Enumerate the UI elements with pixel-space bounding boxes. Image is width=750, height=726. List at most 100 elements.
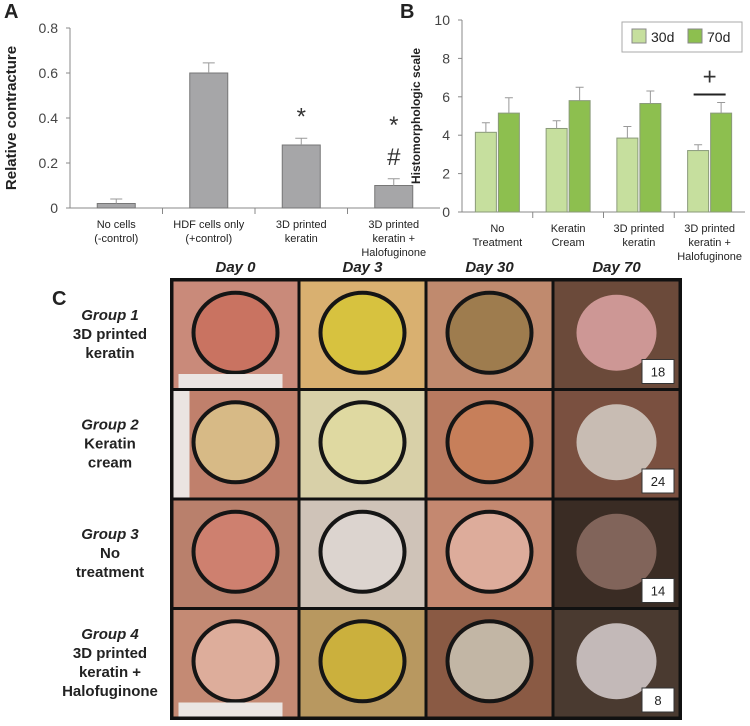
row-label: Keratin cream	[84, 435, 136, 471]
legend-swatch	[631, 28, 647, 44]
error-bar	[717, 102, 726, 114]
row-label: 3D printed keratin + Halofuginone	[62, 645, 158, 700]
wound-area	[449, 404, 530, 481]
x-tick-label: 3D printed keratin + Halofuginone	[361, 219, 426, 259]
wound-area	[449, 294, 530, 371]
row-label: 3D printed keratin	[73, 326, 147, 362]
bar	[189, 72, 229, 209]
marker-ring	[191, 619, 280, 704]
marker-ring	[445, 619, 534, 704]
error-bar	[295, 137, 308, 145]
animal-id: 8	[654, 693, 661, 708]
x-tick-label: Keratin Cream	[551, 223, 586, 249]
bar	[568, 100, 591, 213]
x-tick-label: No Treatment	[473, 223, 523, 249]
wound-area	[195, 404, 276, 481]
wound-area	[449, 513, 530, 590]
y-tick-label: 0	[50, 200, 58, 216]
wound-area	[195, 623, 276, 700]
animal-id-box	[641, 578, 675, 603]
panel-label: C	[52, 288, 66, 310]
wound-area	[576, 513, 657, 590]
column-header: Day 70	[592, 259, 641, 276]
error-bar	[387, 178, 400, 186]
x-tick-label: HDF cells only (+control)	[173, 219, 244, 245]
bar	[497, 112, 520, 213]
significance-marker: #	[387, 144, 401, 171]
y-tick-label: 0.2	[39, 155, 59, 171]
wound-area	[576, 623, 657, 700]
legend-label: 70d	[707, 29, 730, 45]
bar	[687, 150, 710, 213]
animal-id: 14	[651, 584, 665, 599]
bar	[374, 185, 414, 209]
animal-id-box	[641, 359, 675, 384]
y-tick-label: 2	[442, 166, 450, 182]
x-tick-label: 3D printed keratin	[613, 223, 664, 249]
bar	[96, 203, 136, 209]
wound-area	[322, 513, 403, 590]
x-tick-label: 3D printed keratin	[276, 219, 327, 245]
marker-ring	[191, 400, 280, 485]
wound-area	[322, 623, 403, 700]
row-group: Group 3	[81, 526, 139, 543]
wound-area	[322, 294, 403, 371]
bar	[281, 144, 321, 209]
column-header: Day 3	[342, 259, 383, 276]
error-bar	[504, 97, 513, 114]
error-bar	[552, 120, 561, 129]
column-header: Day 30	[465, 259, 514, 276]
error-bar	[110, 198, 123, 204]
animal-id-box	[641, 687, 675, 713]
error-bar	[202, 62, 215, 73]
ruler	[178, 374, 283, 388]
legend-swatch	[687, 28, 703, 44]
significance-marker: *	[297, 103, 306, 130]
panel-label: B	[400, 1, 414, 23]
y-tick-label: 0	[442, 204, 450, 220]
wound-area	[195, 513, 276, 590]
legend-label: 30d	[651, 29, 674, 45]
wound-area	[195, 294, 276, 371]
marker-ring	[445, 290, 534, 375]
marker-ring	[445, 400, 534, 485]
marker-ring	[318, 509, 407, 594]
marker-ring	[318, 290, 407, 375]
panel-label: A	[4, 1, 18, 23]
animal-id-box	[641, 468, 675, 494]
error-bar	[575, 86, 584, 101]
error-bar	[646, 90, 655, 104]
wound-area	[322, 404, 403, 481]
bar	[545, 127, 568, 213]
row-label: No treatment	[76, 545, 144, 581]
bar	[639, 103, 662, 213]
marker-ring	[318, 400, 407, 485]
error-bar	[481, 122, 490, 133]
ruler	[173, 391, 190, 498]
ruler	[178, 702, 283, 717]
row-group: Group 2	[81, 416, 139, 433]
row-group: Group 4	[81, 626, 139, 643]
y-tick-label: 8	[442, 50, 450, 66]
bar	[474, 131, 497, 213]
marker-ring	[445, 509, 534, 594]
y-tick-label: 0.8	[39, 20, 59, 36]
y-tick-label: 4	[442, 127, 450, 143]
bar	[616, 137, 639, 213]
x-tick-label: No cells (-control)	[94, 219, 138, 245]
bar	[710, 112, 733, 213]
significance-marker: +	[703, 64, 717, 91]
y-tick-label: 10	[434, 12, 450, 28]
animal-id: 18	[651, 365, 665, 380]
animal-id: 24	[651, 474, 665, 489]
wound-area	[449, 623, 530, 700]
marker-ring	[318, 619, 407, 704]
marker-ring	[191, 509, 280, 594]
wound-area	[576, 404, 657, 481]
y-tick-label: 0.4	[39, 110, 59, 126]
row-group: Group 1	[81, 307, 139, 324]
y-tick-label: 6	[442, 89, 450, 105]
y-axis-label: Histomorphologic scale	[409, 48, 423, 184]
y-tick-label: 0.6	[39, 65, 59, 81]
